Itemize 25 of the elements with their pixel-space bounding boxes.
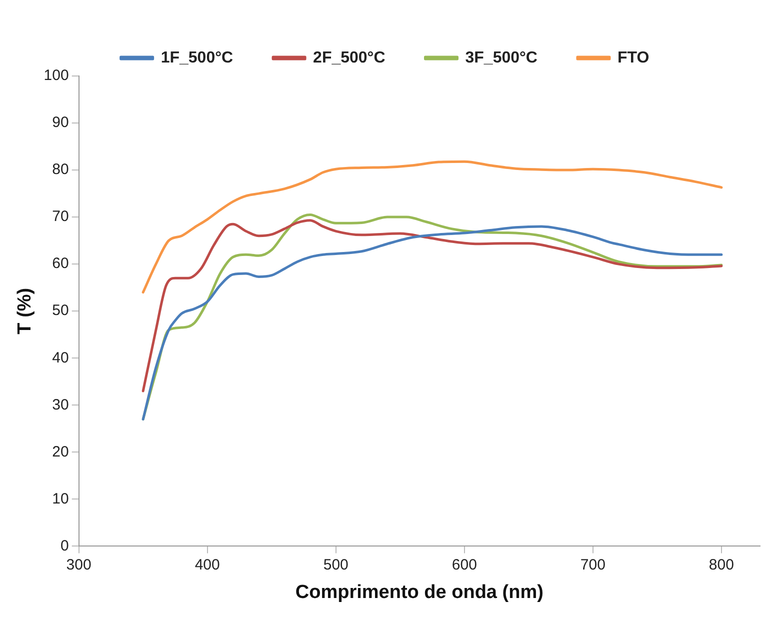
line-series (142, 219, 723, 392)
x-tick-label: 300 (66, 556, 92, 574)
legend-label: 3F_500°C (465, 49, 538, 66)
y-tick-label: 100 (44, 67, 69, 84)
y-tick-label: 80 (52, 161, 69, 178)
y-axis-title: T (%) (14, 288, 36, 334)
x-tick-label: 800 (708, 556, 734, 574)
y-tick-label: 10 (52, 490, 69, 508)
y-tick-label: 30 (52, 396, 69, 414)
x-tick-label: 400 (194, 556, 220, 574)
x-tick-label: 500 (323, 556, 348, 574)
y-tick-label: 90 (52, 114, 69, 132)
y-tick-label: 50 (52, 302, 69, 320)
legend-label: FTO (617, 49, 650, 66)
y-tick-label: 0 (60, 537, 69, 554)
y-tick-label: 20 (52, 443, 69, 460)
x-axis-title: Comprimento de onda (nm) (295, 582, 544, 603)
line-series (142, 160, 723, 294)
legend-label: 2F_500°C (313, 49, 386, 66)
y-tick-label: 40 (52, 349, 69, 366)
x-tick-label: 700 (580, 556, 606, 574)
y-tick-label: 60 (52, 255, 69, 272)
y-tick-label: 70 (52, 208, 69, 226)
legend-label: 1F_500°C (160, 49, 234, 66)
x-tick-label: 600 (452, 556, 477, 574)
